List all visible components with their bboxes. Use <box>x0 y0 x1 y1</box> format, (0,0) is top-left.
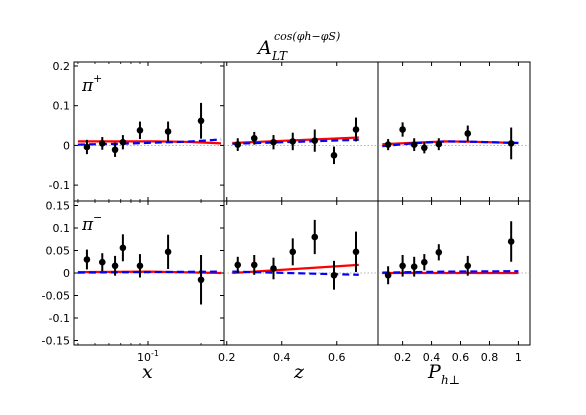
x-tick-label: 10-1 <box>137 349 159 364</box>
data-point <box>119 138 127 146</box>
x-tick-label: 0.4 <box>273 351 291 364</box>
panel-pi-minus-p: 0.2 0.4 0.6 0.8 1 <box>377 200 531 364</box>
data-point <box>410 263 418 271</box>
data-point <box>250 261 258 269</box>
y-tick-label: -0.1 <box>49 179 70 192</box>
theory-curve-dashed <box>232 270 359 276</box>
data-point <box>83 143 91 151</box>
title-base: A <box>256 37 272 59</box>
data-point <box>83 256 91 263</box>
data-point <box>234 141 242 148</box>
panel-pi-minus-z: 0.2 0.4 0.6 <box>218 200 379 364</box>
data-point <box>384 271 392 279</box>
row-label-base: π <box>81 76 94 96</box>
data-point <box>136 262 144 270</box>
data-point <box>399 126 406 133</box>
x-tick-label: 1 <box>515 351 522 364</box>
data-point <box>197 117 205 125</box>
data-point <box>197 276 205 284</box>
data-point <box>119 244 127 252</box>
data-point <box>250 134 258 142</box>
panel-pi-minus-x: -0.15 -0.1 -0.05 0 0.05 0.1 0.15 10-1 <box>42 200 225 364</box>
x-tick-label: 0.4 <box>423 351 441 364</box>
data-point <box>421 144 428 152</box>
data-point <box>111 262 119 270</box>
data-point <box>98 140 106 147</box>
x-tick-label: 0.8 <box>481 351 499 364</box>
data-point <box>164 128 172 135</box>
x-tick-label: 0.2 <box>218 351 236 364</box>
panel-grid: -0.1 0 0.1 0.2 -0.15 -0.1 -0.05 0 0.05 0.1 0.15 10-… <box>42 60 531 364</box>
data-point <box>270 138 277 146</box>
data-point <box>352 126 360 133</box>
data-point <box>464 130 472 137</box>
data-point <box>421 258 428 266</box>
data-point <box>399 262 406 270</box>
data-point <box>507 140 515 147</box>
data-point <box>464 262 472 270</box>
y-tick-label: 0.05 <box>46 245 71 258</box>
theory-curve-dashed <box>382 270 519 274</box>
xlabel-p-sub: h⊥ <box>441 373 460 387</box>
data-point <box>289 248 297 256</box>
title-superscript: cos(φh−φS) <box>274 30 340 43</box>
data-point <box>507 238 515 245</box>
y-tick-label: 0 <box>63 139 70 152</box>
title-subscript: LT <box>271 49 288 63</box>
data-point <box>98 258 106 266</box>
row-label-sup: + <box>93 72 102 85</box>
x-tick-label: 0.2 <box>394 351 412 364</box>
panel-pi-plus-p <box>377 61 531 202</box>
data-point <box>435 249 443 256</box>
data-point <box>289 138 297 145</box>
data-point <box>270 265 277 272</box>
theory-curve-dashed <box>232 138 359 145</box>
data-point <box>164 248 172 256</box>
data-point <box>311 233 319 241</box>
y-tick-label: -0.1 <box>49 312 70 325</box>
data-point <box>330 271 338 279</box>
row-label-pi-minus: π − <box>81 211 102 235</box>
data-point <box>435 140 443 148</box>
theory-curve-dashed <box>382 140 519 148</box>
y-tick-label: -0.05 <box>42 290 70 303</box>
data-point <box>136 127 144 134</box>
y-tick-label: -0.15 <box>42 335 70 348</box>
data-point <box>352 248 360 256</box>
theory-curve-dashed <box>77 138 222 146</box>
theory-curve-dashed <box>77 270 222 274</box>
row-label-base: π <box>81 215 94 235</box>
data-point <box>330 152 338 159</box>
panel-pi-plus-z <box>223 61 379 202</box>
xlabel-p-main: P <box>427 361 442 383</box>
data-point <box>311 137 319 144</box>
x-tick-exponent: -1 <box>151 349 159 358</box>
data-point <box>384 141 392 148</box>
row-label-sup: − <box>93 211 102 224</box>
x-tick-label: 0.6 <box>452 351 470 364</box>
data-point <box>234 261 242 269</box>
xlabel-p: P h⊥ <box>427 361 460 387</box>
data-point <box>410 141 418 148</box>
data-point <box>111 146 119 154</box>
figure-title: A cos(φh−φS) LT <box>256 30 340 63</box>
xlabel-x: x <box>142 361 153 383</box>
y-tick-label: 0.15 <box>46 200 71 213</box>
y-tick-label: 0.1 <box>53 222 71 235</box>
y-tick-label: 0.2 <box>53 60 71 73</box>
row-label-pi-plus: π + <box>81 72 102 96</box>
y-tick-label: 0 <box>63 267 70 280</box>
y-tick-label: 0.1 <box>53 100 71 113</box>
panel-pi-plus-x: -0.1 0 0.1 0.2 <box>49 60 225 202</box>
xlabel-z: z <box>293 361 305 383</box>
x-tick-label: 0.6 <box>328 351 346 364</box>
